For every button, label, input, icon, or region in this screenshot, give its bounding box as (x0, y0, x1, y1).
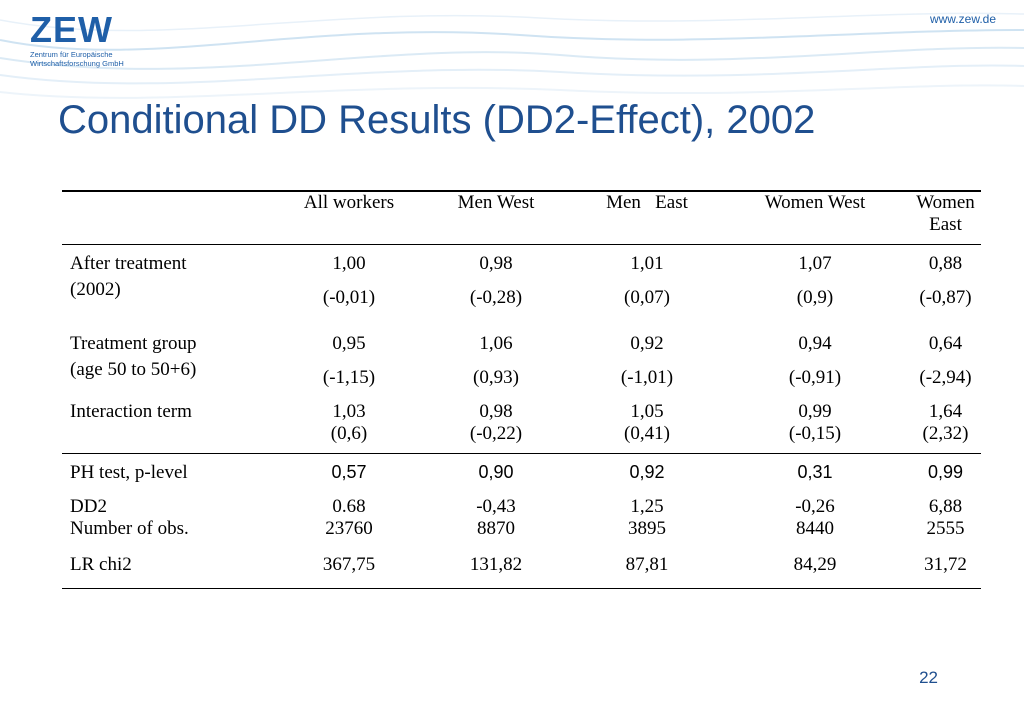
table-cell: 1,64 (928, 401, 963, 422)
table-cell: (0,6) (330, 423, 368, 444)
table-cell: 0,99 (910, 453, 981, 496)
column-header: Women East (910, 190, 981, 245)
row-label: (2002) (62, 275, 280, 333)
table-cell: 8870 (477, 518, 515, 539)
logo-subtitle: Zentrum für Europäische Wirtschaftsforsc… (30, 50, 150, 68)
table-row: LR chi2 367,75 131,82 87,81 84,29 31,72 (62, 554, 981, 589)
row-label: (age 50 to 50+6) (62, 355, 280, 401)
table-cell: 1,03 (332, 401, 366, 422)
row-label-line: (age 50 to 50+6) (70, 359, 197, 380)
row-label: Number of obs. (70, 518, 189, 539)
table-cell: 87,81 (574, 554, 720, 589)
header-wave-decoration (0, 12, 1024, 99)
table-cell: 3895 (628, 518, 666, 539)
table-cell: (-0,91) (788, 367, 842, 388)
table-cell: -0,26 (795, 496, 835, 517)
table-cell: 31,72 (910, 554, 981, 589)
table-cell: 1,25 (630, 496, 664, 517)
table-cell: 1,01 (630, 253, 664, 274)
table-cell: 0,95 (332, 333, 366, 354)
row-label-line: Treatment group (70, 333, 197, 354)
table-row: Number of obs. 23760 8870 3895 8440 2555 (62, 518, 981, 554)
column-header: Men West (418, 190, 574, 245)
header-blank (62, 190, 280, 245)
column-header: Men East (574, 190, 720, 245)
table-cell: 0.68 (332, 496, 366, 517)
table-cell: (-0,01) (322, 287, 376, 308)
table-cell: (0,9) (796, 287, 834, 308)
table-cell: (-0,15) (788, 423, 842, 444)
table-row: (age 50 to 50+6) (-1,15) (0,93) (-1,01) … (62, 355, 981, 401)
row-label: DD2 (70, 496, 107, 517)
table-cell: (-0,22) (469, 423, 523, 444)
table-cell: (0,93) (473, 367, 519, 388)
row-label: Treatment group (62, 333, 280, 355)
table-cell: -0,43 (476, 496, 516, 517)
table-cell: 367,75 (280, 554, 418, 589)
table-cell: (0,41) (624, 423, 670, 444)
logo-subtitle-line-1: Zentrum für Europäische (30, 50, 113, 59)
table-cell: 6,88 (928, 496, 963, 517)
table-cell: 1,05 (630, 401, 664, 422)
table-cell: 0,99 (798, 401, 832, 422)
table-row: Treatment group 0,95 1,06 0,92 0,94 0,64 (62, 333, 981, 355)
table-cell: 0,88 (928, 253, 963, 274)
table-cell: 0,92 (630, 333, 664, 354)
table-cell: 0,92 (574, 453, 720, 496)
column-header: All workers (280, 190, 418, 245)
table-row: PH test, p-level 0,57 0,90 0,92 0,31 0,9… (62, 453, 981, 496)
logo-mark: ZEW (30, 9, 113, 50)
table-cell: 23760 (325, 518, 373, 539)
table-row: (0,6) (-0,22) (0,41) (-0,15) (2,32) (62, 423, 981, 454)
table-row: DD2 0.68 -0,43 1,25 -0,26 6,88 (62, 496, 981, 518)
table-cell: 0,98 (479, 253, 513, 274)
table-cell: (-2,94) (919, 367, 972, 388)
website-url[interactable]: www.zew.de (929, 12, 996, 26)
table-row: Interaction term 1,03 0,98 1,05 0,99 1,6… (62, 401, 981, 423)
table-cell: 0,90 (418, 453, 574, 496)
table-cell: 0,94 (798, 333, 832, 354)
table-cell: 84,29 (720, 554, 910, 589)
table-cell: (-1,15) (322, 367, 376, 388)
table-cell: (2,32) (922, 423, 969, 444)
table-cell: 1,07 (798, 253, 832, 274)
table-row: After treatment 1,00 0,98 1,01 1,07 0,88 (62, 245, 981, 276)
table-cell: 1,00 (332, 253, 366, 274)
table-cell: 1,06 (479, 333, 513, 354)
slide-title: Conditional DD Results (DD2-Effect), 200… (58, 98, 816, 142)
column-header: Women West (720, 190, 910, 245)
table-cell: 0,31 (720, 453, 910, 496)
table-cell: 2555 (926, 518, 965, 539)
row-label: Interaction term (70, 401, 192, 422)
row-label-blank (62, 423, 280, 454)
table-cell: 8440 (796, 518, 834, 539)
table-cell: (0,07) (624, 287, 670, 308)
row-label-line: After treatment (70, 253, 187, 274)
table-row: (2002) (-0,01) (-0,28) (0,07) (0,9) (-0,… (62, 275, 981, 333)
row-label: After treatment (62, 245, 280, 276)
table-cell: 0,57 (280, 453, 418, 496)
table-cell: 0,98 (479, 401, 513, 422)
table-cell: 131,82 (418, 554, 574, 589)
row-label-line: (2002) (70, 279, 121, 300)
page-number: 22 (919, 668, 938, 687)
zew-logo[interactable]: ZEW Zentrum für Europäische Wirtschaftsf… (30, 9, 150, 69)
logo-subtitle-line-2: Wirtschaftsforschung GmbH (30, 59, 124, 68)
table-cell: 0,64 (928, 333, 963, 354)
row-label: LR chi2 (62, 554, 280, 589)
results-table: All workers Men West Men East Women West… (62, 190, 981, 589)
row-label: PH test, p-level (62, 453, 280, 496)
table-header-row: All workers Men West Men East Women West… (62, 190, 981, 245)
table-cell: (-1,01) (620, 367, 674, 388)
table-cell: (-0,28) (469, 287, 523, 308)
table-cell: (-0,87) (919, 287, 972, 308)
